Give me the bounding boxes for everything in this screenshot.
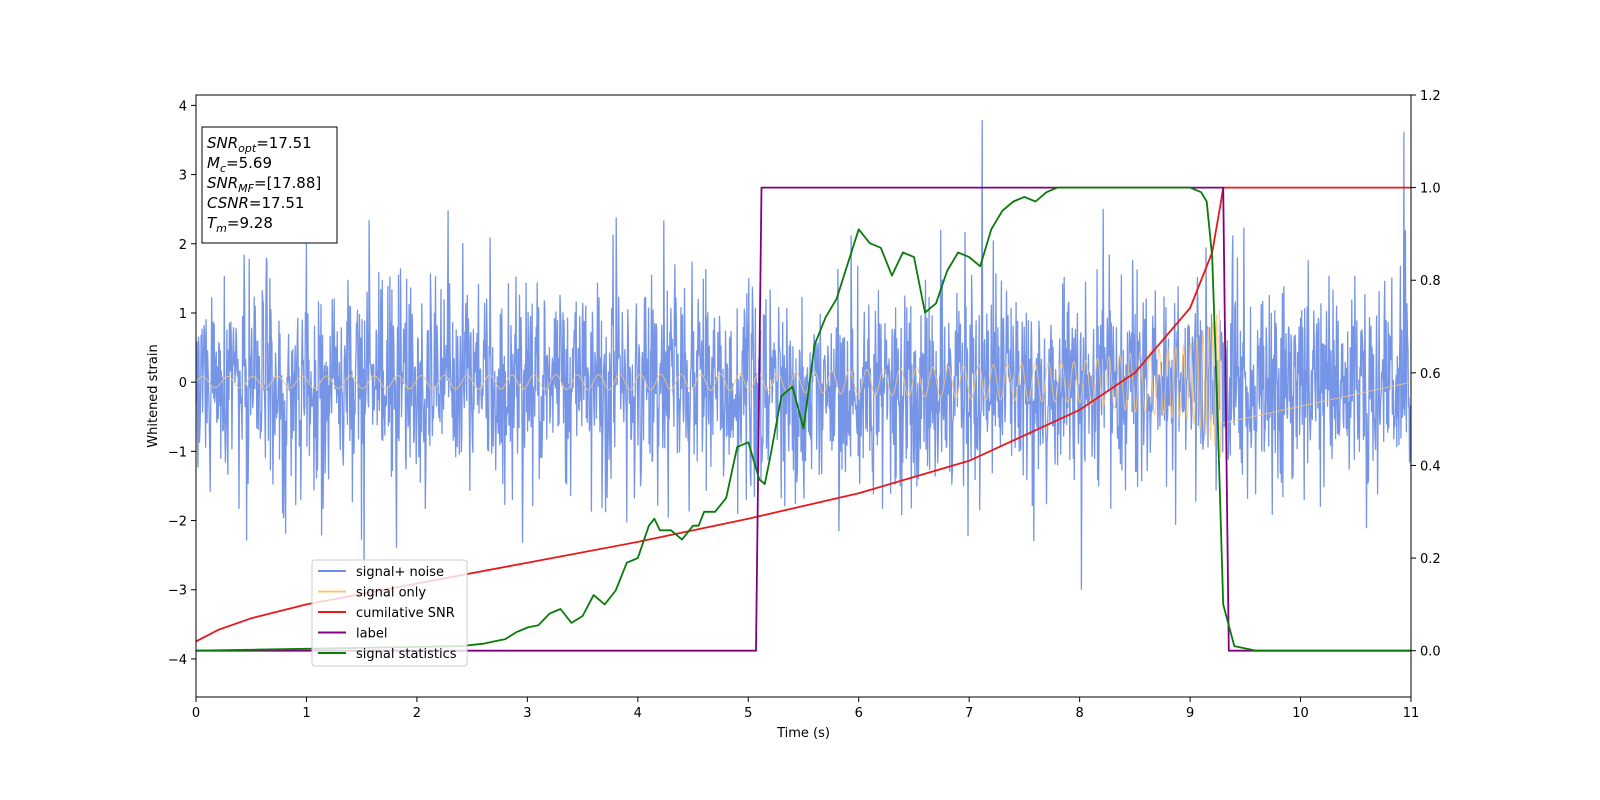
y-tick-label: −3 <box>168 584 187 599</box>
annotation-line: CSNR=17.51 <box>207 194 304 212</box>
series-line-5 <box>196 186 1411 652</box>
x-tick-label: 2 <box>413 706 421 721</box>
legend-label: cumilative SNR <box>356 606 455 621</box>
y-tick-label: −2 <box>168 515 187 530</box>
y2-tick-label: 1.0 <box>1420 182 1441 197</box>
x-tick-label: 3 <box>523 706 531 721</box>
x-ticks: 0 1 2 3 4 5 6 7 8 9 10 11 <box>192 697 1419 721</box>
series-layer <box>196 119 1411 652</box>
series-line-2 <box>196 309 1411 458</box>
x-tick-label: 4 <box>634 706 642 721</box>
legend: signal+ noise signal only cumilative SNR la… <box>311 559 468 667</box>
y2-tick-label: 0.4 <box>1420 459 1441 474</box>
y2-ticks: 0.0 0.2 0.4 0.6 0.8 1.0 1.2 <box>1411 89 1441 660</box>
annotation-line: SNRopt=17.51 <box>207 134 312 155</box>
legend-label: signal only <box>356 586 426 601</box>
x-tick-label: 1 <box>302 706 310 721</box>
y2-tick-label: 0.6 <box>1420 367 1441 382</box>
x-tick-label: 7 <box>965 706 973 721</box>
y2-tick-label: 0.2 <box>1420 552 1441 567</box>
annotation-frame <box>201 126 338 244</box>
y-tick-label: 3 <box>179 169 187 184</box>
y-tick-label: 2 <box>179 238 187 253</box>
y2-tick-label: 0.8 <box>1420 274 1441 289</box>
legend-label: label <box>356 627 387 642</box>
y-tick-label: −1 <box>168 445 187 460</box>
y-tick-label: 0 <box>179 376 187 391</box>
y-tick-label: 4 <box>179 99 187 114</box>
y-axis-label: Whitened strain <box>146 344 161 447</box>
annotation-line: SNRMF=[17.88] <box>207 174 321 195</box>
series-line-3 <box>196 186 1411 643</box>
x-tick-label: 11 <box>1403 706 1420 721</box>
series-line-1 <box>196 119 1411 590</box>
y-ticks: −4 −3 −2 −1 0 1 2 3 4 <box>168 99 196 668</box>
y-tick-label: 1 <box>179 307 187 322</box>
x-axis-label: Time (s) <box>776 726 830 741</box>
x-tick-label: 8 <box>1075 706 1083 721</box>
x-tick-label: 9 <box>1186 706 1194 721</box>
plot-frame <box>195 94 1412 698</box>
y2-tick-label: 0.0 <box>1420 645 1441 660</box>
x-tick-label: 5 <box>744 706 752 721</box>
legend-label: signal+ noise <box>356 565 444 580</box>
annotation-box: SNRopt=17.51Mc=5.69SNRMF=[17.88]CSNR=17.… <box>201 126 338 244</box>
y-tick-label: −4 <box>168 653 187 668</box>
annotation-line: Mc=5.69 <box>207 154 272 175</box>
annotation-line: Tm=9.28 <box>207 214 273 235</box>
legend-label: signal statistics <box>356 647 457 662</box>
legend-frame <box>311 559 468 667</box>
x-tick-label: 10 <box>1292 706 1309 721</box>
y2-tick-label: 1.2 <box>1420 89 1441 104</box>
x-tick-label: 0 <box>192 706 200 721</box>
x-tick-label: 6 <box>855 706 863 721</box>
